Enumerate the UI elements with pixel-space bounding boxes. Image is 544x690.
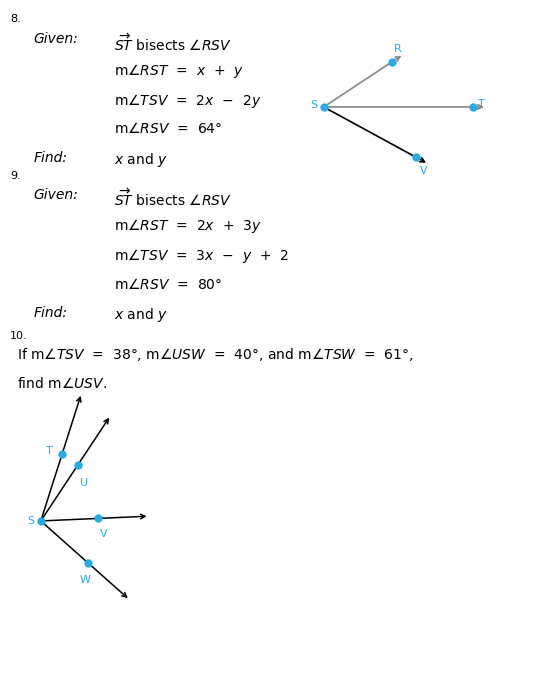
Text: R: R <box>394 44 401 54</box>
Text: $\overrightarrow{ST}$ bisects $\angle RSV$: $\overrightarrow{ST}$ bisects $\angle RS… <box>114 32 232 55</box>
Text: m$\angle RSV$  =  80°: m$\angle RSV$ = 80° <box>114 277 222 292</box>
Text: S: S <box>310 100 317 110</box>
Text: m$\angle TSV$  =  2$x$  $-$  2$y$: m$\angle TSV$ = 2$x$ $-$ 2$y$ <box>114 92 262 110</box>
Text: $x$ and $y$: $x$ and $y$ <box>114 151 168 169</box>
Text: T: T <box>46 446 52 456</box>
Text: 9.: 9. <box>10 171 21 181</box>
Text: U: U <box>80 478 88 488</box>
Text: m$\angle RSV$  =  64°: m$\angle RSV$ = 64° <box>114 121 222 137</box>
Text: find m$\angle USV$.: find m$\angle USV$. <box>17 376 108 391</box>
Text: T: T <box>478 99 484 109</box>
Text: m$\angle TSV$  =  3$x$  $-$  $y$  +  2: m$\angle TSV$ = 3$x$ $-$ $y$ + 2 <box>114 247 289 265</box>
Text: $x$ and $y$: $x$ and $y$ <box>114 306 168 324</box>
Text: Find:: Find: <box>34 306 68 320</box>
Text: Find:: Find: <box>34 151 68 165</box>
Text: m$\angle RST$  =  2$x$  +  3$y$: m$\angle RST$ = 2$x$ + 3$y$ <box>114 217 262 235</box>
Text: W: W <box>80 575 91 585</box>
Text: m$\angle RST$  =  $x$  +  $y$: m$\angle RST$ = $x$ + $y$ <box>114 62 244 80</box>
Text: 10.: 10. <box>10 331 27 341</box>
Text: If m$\angle TSV$  =  38°, m$\angle USW$  =  40°, and m$\angle TSW$  =  61°,: If m$\angle TSV$ = 38°, m$\angle USW$ = … <box>17 346 414 364</box>
Text: Given:: Given: <box>34 188 78 201</box>
Text: Given:: Given: <box>34 32 78 46</box>
Text: 8.: 8. <box>10 14 21 23</box>
Text: V: V <box>419 166 427 175</box>
Text: S: S <box>27 516 34 526</box>
Text: V: V <box>100 529 108 540</box>
Text: $\overrightarrow{ST}$ bisects $\angle RSV$: $\overrightarrow{ST}$ bisects $\angle RS… <box>114 188 232 210</box>
